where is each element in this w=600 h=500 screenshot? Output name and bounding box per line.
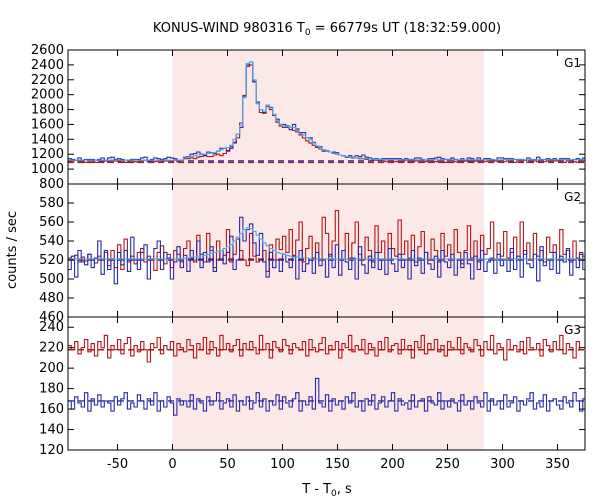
- y-tick-label: 2200: [31, 73, 64, 88]
- panel-series: [68, 61, 585, 164]
- chart-title-rest: = 66779s UT (18:32:59.000): [311, 21, 501, 36]
- y-tick-label: 120: [39, 443, 64, 458]
- y-tick-label: 1000: [31, 162, 64, 177]
- panels-group: 800100012001400160018002000220024002600G…: [31, 43, 586, 472]
- y-tick-label: 180: [39, 382, 64, 397]
- y-tick-label: 800: [39, 177, 64, 192]
- y-tick-label: 520: [39, 253, 64, 268]
- panel-g3: 120 140 160 180 200 220 240 G3: [39, 316, 586, 458]
- series-blue-g3: [68, 377, 585, 416]
- highlight-region: [172, 184, 484, 317]
- x-axis-label-subscript: 0: [331, 489, 337, 499]
- panel-label: G2: [564, 190, 581, 204]
- y-tick-label: 540: [39, 234, 64, 249]
- series-cyan-g1: [68, 61, 585, 161]
- panel-series: [68, 334, 585, 416]
- highlight-region: [172, 317, 484, 450]
- y-tick-label: 2400: [31, 58, 64, 73]
- chart-title: KONUS-WIND 980316 T0 = 66779s UT (18:32:…: [153, 21, 501, 38]
- series-red-g2: [68, 210, 585, 272]
- y-tick-label: 580: [39, 196, 64, 211]
- y-tick-label: 480: [39, 291, 64, 306]
- x-tick-label: 350: [545, 457, 570, 472]
- y-tick-label: 1400: [31, 132, 64, 147]
- x-tick-label: 250: [435, 457, 460, 472]
- x-tick-label: 150: [325, 457, 350, 472]
- chart-title-subscript: 0: [305, 28, 311, 38]
- y-tick-label: 220: [39, 341, 64, 356]
- y-tick-label: 560: [39, 215, 64, 230]
- highlight-region: [172, 50, 484, 184]
- x-tick-label: 200: [380, 457, 405, 472]
- panel-g2: 460 480 500 520 540 560 580 G2: [39, 183, 586, 325]
- y-tick-label: 1800: [31, 103, 64, 118]
- y-tick-label: 140: [39, 423, 64, 438]
- y-tick-label: 160: [39, 402, 64, 417]
- x-axis-label: T - T0, s: [301, 482, 352, 499]
- y-tick-label: 200: [39, 361, 64, 376]
- y-axis-label: counts / sec: [5, 211, 20, 289]
- x-tick-label: 300: [490, 457, 515, 472]
- series-red-g3: [68, 334, 583, 363]
- series-blue-g2: [68, 216, 585, 285]
- x-tick-label: 0: [168, 457, 176, 472]
- y-tick-label: 1600: [31, 117, 64, 132]
- x-axis-label-rest: , s: [337, 482, 352, 497]
- panel-label: G3: [564, 323, 581, 337]
- x-axis-label-main: T - T: [301, 482, 331, 497]
- x-tick-label: -50: [107, 457, 128, 472]
- x-tick-label: 100: [270, 457, 295, 472]
- panel-frame: [67, 316, 586, 451]
- y-tick-label: 2000: [31, 88, 64, 103]
- series-cyan-g2: [68, 227, 585, 260]
- y-tick-label: 500: [39, 272, 64, 287]
- y-tick-label: 240: [39, 320, 64, 335]
- y-tick-label: 1200: [31, 147, 64, 162]
- panel-series: [68, 210, 585, 285]
- panel-label: G1: [564, 56, 581, 70]
- x-tick-label: 50: [219, 457, 236, 472]
- chart-title-main: KONUS-WIND 980316 T: [153, 21, 305, 36]
- y-tick-label: 460: [39, 310, 64, 325]
- y-tick-label: 2600: [31, 43, 64, 58]
